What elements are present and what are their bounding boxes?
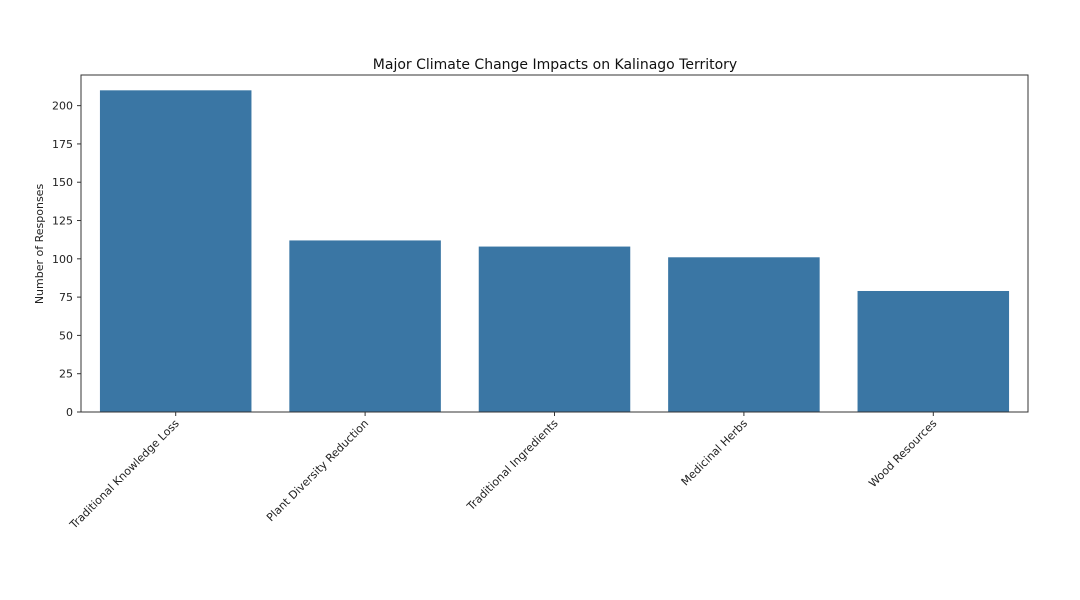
y-tick-label-4: 100	[52, 253, 73, 266]
plot-frame	[80, 74, 1029, 413]
x-tick-label-2: Traditional Ingredients	[464, 417, 561, 514]
y-tick-label-8: 200	[52, 100, 73, 113]
bar-0	[99, 90, 252, 413]
y-tick-label-3: 75	[59, 291, 73, 304]
x-ticks-group: Traditional Knowledge Loss Plant Diversit…	[67, 412, 940, 532]
y-axis-label: Number of Responses	[33, 184, 46, 305]
y-tick-label-6: 150	[52, 176, 73, 189]
x-tick-label-3: Medicinal Herbs	[679, 417, 751, 489]
chart-title: Major Climate Change Impacts on Kalinago…	[373, 57, 737, 73]
bar-4	[857, 290, 1010, 412]
y-tick-label-1: 25	[59, 368, 73, 381]
bars-group	[99, 90, 1010, 413]
y-tick-label-5: 125	[52, 215, 73, 228]
y-ticks-group: 0 25 50 75 100 125 150 175 200	[52, 100, 81, 419]
x-tick-label-0: Traditional Knowledge Loss	[67, 417, 182, 532]
bar-2	[478, 246, 631, 412]
x-tick-label-1: Plant Diversity Reduction	[264, 417, 371, 524]
x-tick-label-4: Wood Resources	[866, 417, 939, 490]
bar-3	[668, 257, 820, 412]
y-tick-label-0: 0	[66, 406, 73, 419]
bar-1	[289, 240, 441, 412]
y-tick-label-7: 175	[52, 138, 73, 151]
y-tick-label-2: 50	[59, 329, 73, 342]
